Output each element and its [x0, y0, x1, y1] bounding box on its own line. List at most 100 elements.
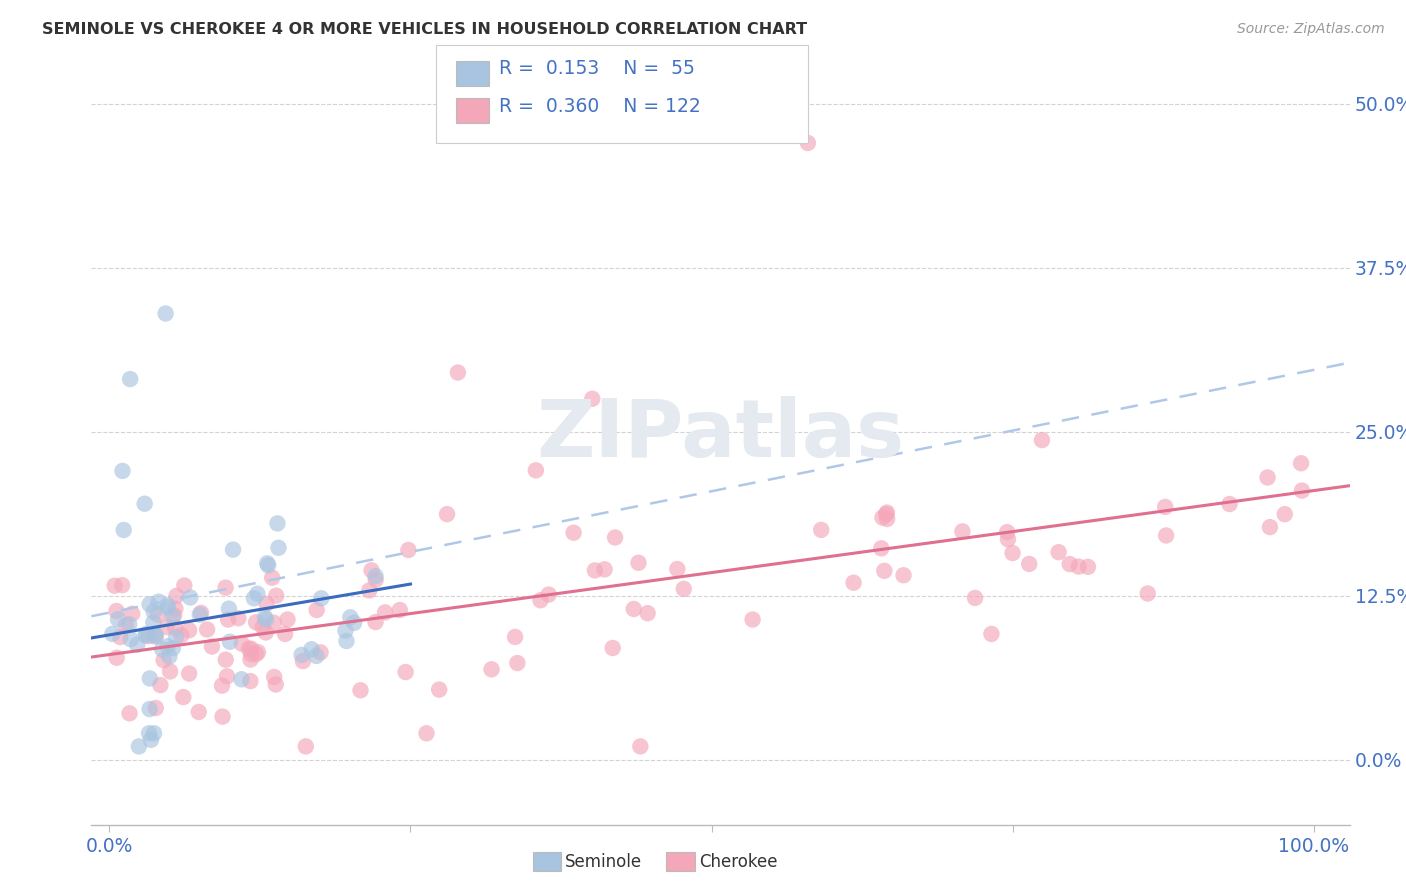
- Point: [145, 701, 167, 715]
- Text: ZIPatlas: ZIPatlas: [537, 396, 904, 474]
- Point: [603, 531, 626, 545]
- Point: [222, 542, 245, 557]
- Point: [810, 523, 832, 537]
- Point: [139, 672, 162, 686]
- Point: [163, 608, 186, 623]
- Point: [339, 610, 361, 624]
- Point: [155, 306, 177, 320]
- Text: Cherokee: Cherokee: [699, 853, 778, 871]
- Point: [252, 620, 274, 634]
- Point: [343, 615, 366, 630]
- Point: [349, 683, 371, 698]
- Point: [179, 624, 201, 638]
- Point: [246, 587, 269, 601]
- Point: [245, 615, 267, 630]
- Point: [240, 641, 263, 656]
- Point: [294, 739, 316, 754]
- Point: [188, 607, 211, 622]
- Point: [138, 597, 160, 611]
- Point: [277, 612, 299, 626]
- Point: [388, 603, 411, 617]
- Point: [148, 594, 170, 608]
- Point: [593, 562, 616, 576]
- Point: [1257, 470, 1279, 484]
- Point: [228, 611, 250, 625]
- Point: [364, 569, 387, 583]
- Point: [211, 709, 233, 723]
- Point: [231, 637, 253, 651]
- Point: [118, 617, 141, 632]
- Point: [112, 523, 135, 537]
- Point: [134, 497, 156, 511]
- Point: [159, 665, 181, 679]
- Point: [166, 589, 188, 603]
- Text: R =  0.153    N =  55: R = 0.153 N = 55: [499, 59, 695, 78]
- Point: [301, 642, 323, 657]
- Point: [581, 392, 603, 406]
- Point: [110, 630, 132, 644]
- Point: [143, 627, 166, 641]
- Text: SEMINOLE VS CHEROKEE 4 OR MORE VEHICLES IN HOUSEHOLD CORRELATION CHART: SEMINOLE VS CHEROKEE 4 OR MORE VEHICLES …: [42, 22, 807, 37]
- Point: [952, 524, 974, 539]
- Point: [246, 645, 269, 659]
- Point: [1219, 497, 1241, 511]
- Point: [239, 652, 262, 666]
- Point: [263, 615, 285, 630]
- Point: [111, 578, 134, 592]
- Point: [364, 573, 387, 587]
- Point: [537, 588, 560, 602]
- Point: [335, 634, 357, 648]
- Point: [143, 726, 166, 740]
- Point: [165, 621, 187, 635]
- Point: [139, 732, 162, 747]
- Point: [214, 581, 236, 595]
- Point: [211, 679, 233, 693]
- Point: [254, 613, 277, 627]
- Point: [253, 610, 276, 624]
- Point: [179, 666, 201, 681]
- Point: [245, 647, 267, 661]
- Point: [741, 613, 763, 627]
- Point: [195, 623, 218, 637]
- Point: [436, 507, 458, 521]
- Point: [506, 656, 529, 670]
- Point: [107, 612, 129, 626]
- Point: [873, 564, 896, 578]
- Point: [623, 602, 645, 616]
- Point: [145, 629, 167, 643]
- Point: [666, 562, 689, 576]
- Point: [447, 366, 470, 380]
- Point: [274, 627, 297, 641]
- Point: [190, 606, 212, 620]
- Point: [1067, 559, 1090, 574]
- Point: [374, 606, 396, 620]
- Point: [309, 591, 332, 606]
- Point: [111, 464, 134, 478]
- Point: [1274, 507, 1296, 521]
- Point: [305, 648, 328, 663]
- Point: [529, 593, 551, 607]
- Point: [1136, 586, 1159, 600]
- Point: [127, 638, 149, 652]
- Point: [217, 613, 239, 627]
- Point: [114, 618, 136, 632]
- Point: [142, 615, 165, 630]
- Point: [257, 558, 280, 573]
- Point: [360, 563, 382, 577]
- Point: [262, 571, 284, 585]
- Point: [215, 653, 238, 667]
- Point: [394, 665, 416, 679]
- Point: [135, 629, 157, 643]
- Point: [143, 629, 166, 643]
- Point: [120, 632, 142, 647]
- Point: [628, 739, 651, 754]
- Point: [1001, 546, 1024, 560]
- Point: [291, 654, 314, 668]
- Point: [215, 669, 238, 683]
- Point: [138, 629, 160, 643]
- Point: [138, 702, 160, 716]
- Point: [105, 604, 128, 618]
- Point: [1258, 520, 1281, 534]
- Point: [104, 579, 127, 593]
- Point: [157, 649, 180, 664]
